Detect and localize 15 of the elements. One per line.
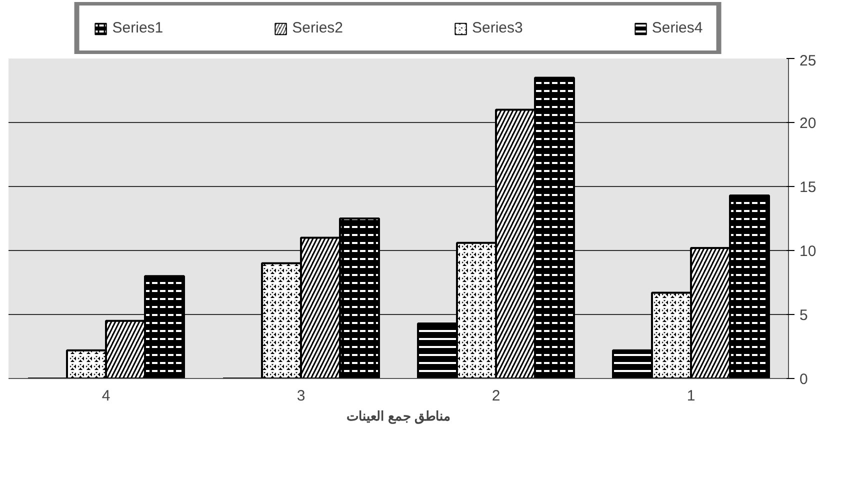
legend-label: Series4 [652,20,703,36]
y-tick-label: 10 [800,243,816,260]
x-axis-title: مناطق جمع العينات [346,408,451,424]
x-tick-label: 3 [296,388,306,404]
legend-label: Series1 [112,20,164,36]
y-tick-label: 5 [800,307,808,324]
legend-label: Series2 [292,20,343,36]
y-tick-label: 0 [800,371,808,388]
legend-label: Series3 [472,20,523,36]
y-tick-label: 20 [800,115,816,132]
y-tick-label: 25 [800,52,816,70]
x-tick-label: 1 [686,388,696,404]
y-tick-label: 15 [800,179,816,196]
x-tick-label: 4 [102,388,110,404]
x-tick-label: 2 [492,388,500,404]
